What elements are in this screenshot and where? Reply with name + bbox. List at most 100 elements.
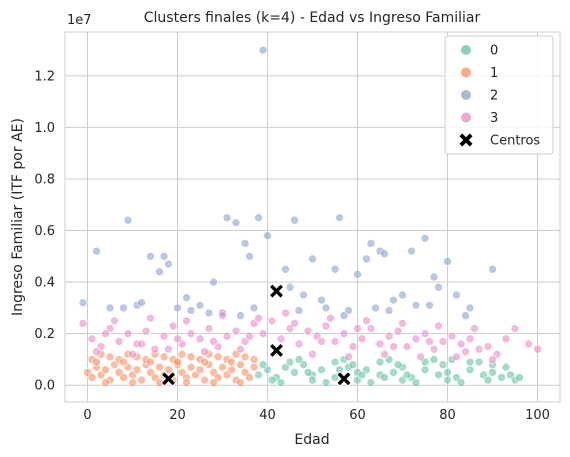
cluster-0-point: [380, 373, 389, 382]
cluster-2-point: [119, 303, 128, 313]
cluster-1-point: [236, 378, 245, 387]
legend-marker-0: [461, 45, 471, 55]
cluster-center-marker: [336, 371, 352, 387]
cluster-0-point: [465, 357, 475, 367]
cluster-2-point: [366, 239, 376, 248]
cluster-center-marker: [268, 283, 285, 299]
cluster-0-point: [308, 375, 317, 385]
cluster-1-point: [105, 352, 115, 362]
cluster-1-point: [128, 378, 137, 387]
cluster-1-point: [227, 365, 236, 375]
cluster-1-point: [119, 357, 128, 367]
cluster-3-point: [380, 349, 389, 359]
legend-marker-centros: [459, 133, 473, 147]
cluster-3-point: [326, 313, 335, 323]
cluster-3-point: [101, 329, 110, 338]
cluster-3-point: [276, 334, 286, 344]
cluster-1-point: [227, 357, 236, 367]
cluster-2-point: [285, 282, 295, 292]
cluster-3-point: [488, 355, 497, 364]
cluster-2-point: [105, 303, 115, 313]
legend-box: [444, 35, 554, 155]
cluster-1-point: [186, 352, 196, 362]
legend-marker-2: [461, 90, 471, 100]
cluster-0-point: [420, 365, 430, 375]
cluster-2-point: [137, 298, 146, 308]
legend: 0 1 2 3 Centros: [444, 35, 554, 155]
cluster-3-point: [429, 344, 439, 354]
cluster-3-point: [159, 331, 169, 341]
cluster-3-point: [222, 331, 232, 341]
cluster-2-point: [209, 277, 218, 287]
cluster-0-point: [267, 375, 277, 385]
cluster-3-point: [470, 324, 479, 333]
cluster-1-point: [200, 357, 209, 367]
cluster-3-point: [146, 313, 155, 323]
x-tick-label: 100: [525, 408, 550, 423]
cluster-3-point: [150, 344, 160, 354]
cluster-3-point: [465, 334, 475, 344]
cluster-0-point: [258, 360, 268, 369]
cluster-1-point: [164, 365, 173, 375]
cluster-3-point: [389, 342, 398, 351]
cluster-2-point: [236, 311, 245, 320]
cluster-0-point: [438, 360, 448, 369]
cluster-3-point: [195, 334, 205, 344]
y-axis-title: Ingreso Familiar (ITF por AE): [10, 118, 26, 316]
cluster-1-point: [186, 362, 196, 372]
cluster-1-point: [119, 373, 128, 382]
cluster-2-point: [465, 303, 475, 313]
cluster-3-point: [114, 337, 124, 346]
cluster-3-point: [137, 339, 146, 349]
cluster-3-point: [294, 339, 304, 349]
cluster-3-point: [258, 329, 268, 338]
cluster-1-point: [200, 375, 209, 385]
cluster-2-point: [123, 215, 133, 225]
cluster-2-point: [245, 252, 254, 261]
y-tick-labels: 0.0 0.2 0.4 0.6 0.8 1.0 1.2: [34, 69, 55, 393]
cluster-0-point: [501, 362, 511, 372]
cluster-3-point: [398, 319, 407, 328]
cluster-2-point: [155, 267, 164, 277]
cluster-3-point: [200, 347, 209, 357]
cluster-3-point: [425, 337, 434, 346]
cluster-3-point: [290, 319, 299, 328]
cluster-1-point: [92, 357, 101, 367]
cluster-2-point: [164, 259, 173, 269]
cluster-3-point: [330, 337, 340, 346]
chart-title: Clusters finales (k=4) - Edad vs Ingreso…: [144, 10, 481, 26]
cluster-3-point: [308, 349, 317, 359]
cluster-1-point: [249, 362, 259, 372]
cluster-3-point: [366, 324, 376, 333]
cluster-1-point: [236, 360, 245, 369]
cluster-0-point: [389, 368, 398, 377]
cluster-2-point: [92, 246, 101, 256]
cluster-3-point: [164, 344, 173, 354]
cluster-centers: [160, 283, 352, 387]
legend-label: 3: [490, 111, 498, 126]
cluster-3-point: [452, 352, 461, 362]
cluster-0-point: [254, 370, 263, 380]
cluster-2-point: [299, 290, 308, 300]
cluster-2-point: [222, 213, 232, 222]
cluster-3-point: [209, 337, 218, 346]
cluster-0-point: [366, 378, 376, 387]
cluster-3-point: [186, 329, 196, 338]
cluster-0-point: [294, 355, 304, 364]
cluster-3-point: [461, 347, 470, 357]
grid-lines: [65, 32, 560, 402]
cluster-2-point: [231, 218, 241, 228]
cluster-3-point: [393, 326, 403, 336]
cluster-2-point: [186, 306, 196, 315]
cluster-3-point: [357, 334, 367, 344]
cluster-2-point: [429, 272, 439, 282]
cluster-3-point: [411, 334, 421, 344]
cluster-3-point: [416, 352, 425, 362]
cluster-3-point: [362, 316, 371, 326]
cluster-2-point: [195, 301, 205, 310]
cluster-2-point: [398, 290, 407, 300]
cluster-0-point: [456, 378, 466, 387]
cluster-2-point: [146, 252, 155, 261]
cluster-1-point: [173, 357, 182, 367]
cluster-2-point: [420, 233, 430, 243]
